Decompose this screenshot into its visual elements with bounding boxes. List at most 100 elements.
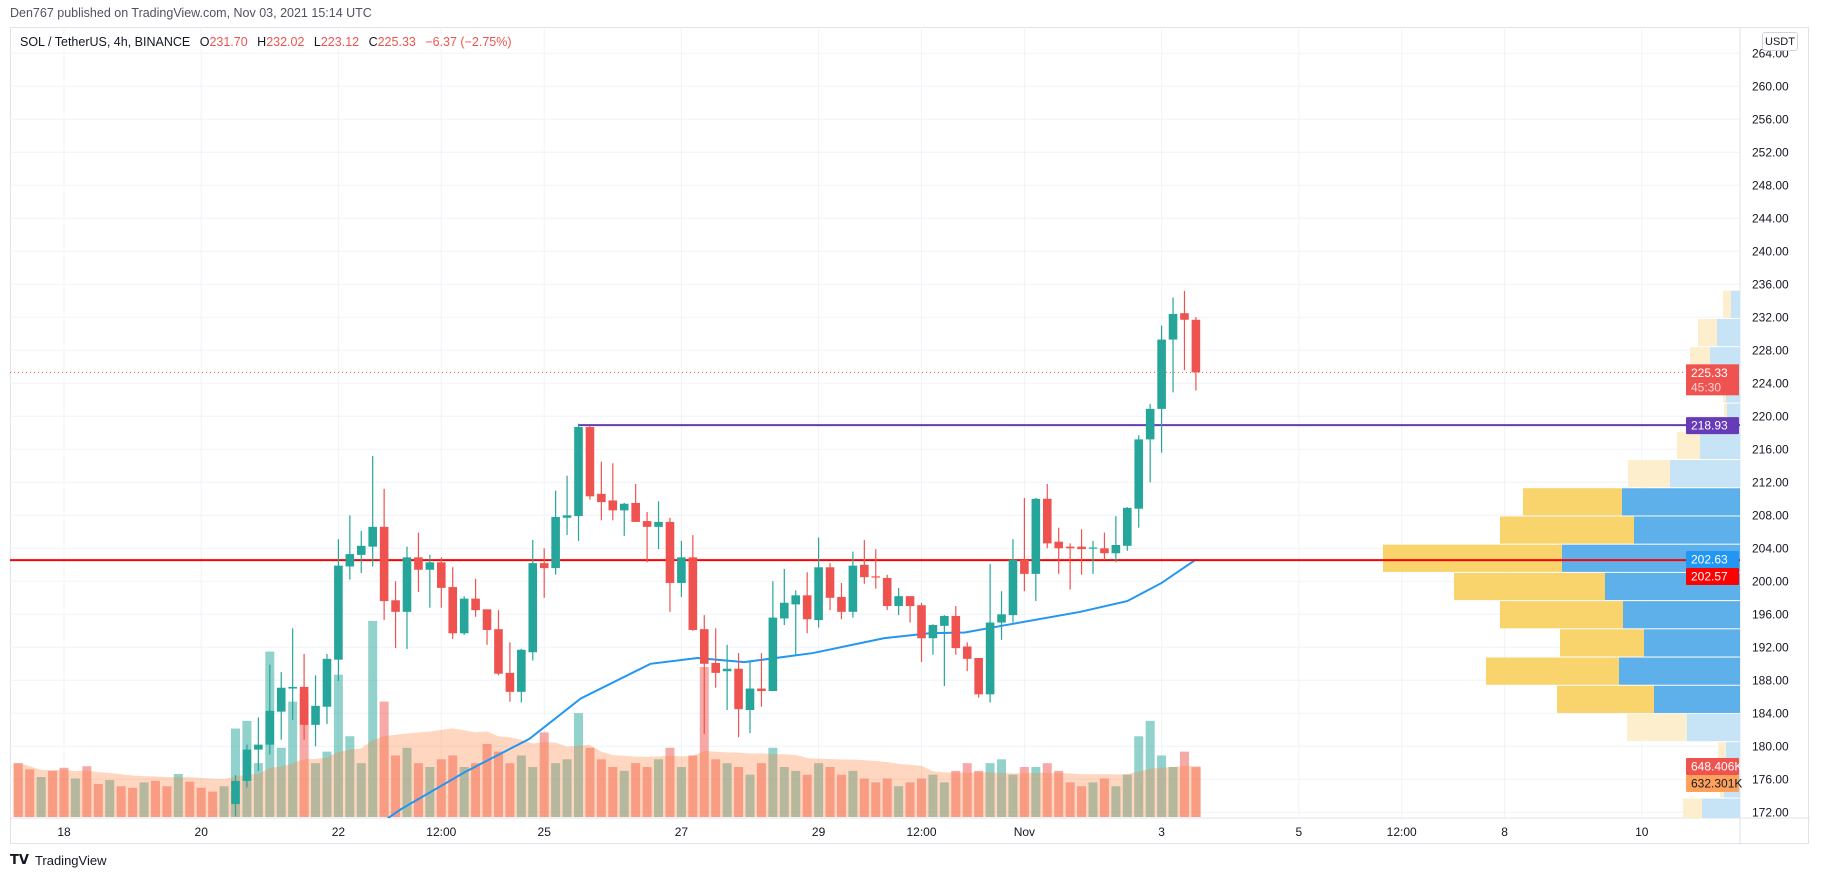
candle <box>734 653 743 738</box>
candle-body <box>265 710 275 745</box>
price-tick-label: 244.00 <box>1752 211 1789 225</box>
volume-bar <box>711 759 721 817</box>
volume-badge-bg <box>1686 758 1739 775</box>
volume-bar <box>734 767 744 817</box>
profile-down-bar <box>1683 798 1702 818</box>
close-value: 225.33 <box>377 35 416 49</box>
grid <box>10 27 1740 818</box>
candle-body <box>288 686 297 689</box>
candle-body <box>368 526 377 547</box>
candle-body <box>985 622 995 695</box>
candle-body <box>1042 498 1052 544</box>
candle <box>711 628 720 688</box>
volume-bar <box>276 747 286 817</box>
candle-body <box>745 688 755 710</box>
volume-bar <box>333 674 343 817</box>
candle-body <box>402 557 412 612</box>
profile-up-bar <box>1644 629 1740 657</box>
high-label: H <box>257 35 267 49</box>
candle <box>368 455 377 567</box>
candle-body <box>1077 546 1086 550</box>
volume-bar <box>1145 720 1155 817</box>
volume-bar <box>516 755 526 817</box>
volume-bar <box>1111 786 1121 817</box>
volume-bar <box>608 767 618 817</box>
candle <box>905 596 915 623</box>
volume-bar <box>642 767 652 817</box>
candle <box>791 590 801 655</box>
candle-body <box>551 516 560 569</box>
candle <box>1111 516 1121 563</box>
candle-body <box>494 629 503 674</box>
candle-body <box>940 615 949 626</box>
profile-down-bar <box>1500 601 1623 629</box>
profile-up-bar <box>1700 431 1740 460</box>
price-tick-label: 188.00 <box>1752 673 1789 687</box>
resistance-badge-bg <box>1686 417 1739 435</box>
low-label: L <box>313 35 321 49</box>
volume-bar <box>208 791 218 817</box>
candle-body <box>334 565 343 660</box>
volume-bar <box>1122 774 1132 817</box>
volume-ma-badge-bg <box>1686 775 1739 792</box>
candle-body <box>517 649 526 692</box>
volume-bar <box>688 755 698 817</box>
candle <box>1065 543 1075 590</box>
candle <box>1020 497 1029 592</box>
candle-body <box>871 576 881 578</box>
tradingview-logo[interactable]: TV TradingView <box>10 853 106 868</box>
volume-bar <box>471 763 481 817</box>
volume-bar <box>985 763 995 817</box>
profile-down-bar <box>1523 488 1622 516</box>
candle <box>345 515 355 580</box>
candle <box>1031 497 1041 602</box>
volume-bar <box>1099 778 1109 817</box>
candle <box>642 512 652 563</box>
candle-body <box>928 625 938 639</box>
candle <box>288 628 297 720</box>
candle <box>505 642 515 702</box>
volume-badge: 648.406K <box>1686 758 1742 775</box>
chart-frame <box>10 27 1809 844</box>
candle <box>848 551 858 618</box>
symbol-info[interactable]: SOL / TetherUS, 4h, BINANCE <box>20 35 191 49</box>
profile-up-bar <box>1670 460 1740 488</box>
price-tick-label: 220.00 <box>1752 409 1789 423</box>
volume-bar <box>814 763 824 817</box>
candle-body <box>1168 314 1178 340</box>
change-value: −6.37 (−2.75%) <box>425 35 512 49</box>
candle <box>414 532 423 593</box>
candle-body <box>1054 541 1063 549</box>
candle-body <box>437 562 446 588</box>
volume-bar <box>951 770 961 817</box>
countdown-text: 45:30 <box>1691 380 1721 394</box>
volume-bar <box>1019 767 1029 817</box>
candle <box>482 609 492 645</box>
time-tick-label: 3 <box>1158 825 1165 839</box>
volume-bar <box>1157 755 1167 817</box>
time-tick-label: 18 <box>57 825 71 839</box>
volume-bar <box>1179 751 1189 817</box>
candle <box>837 582 846 620</box>
candle-body <box>974 658 983 695</box>
currency-button[interactable]: USDT <box>1762 32 1798 51</box>
candle-body <box>276 687 286 712</box>
candle <box>608 463 618 521</box>
candle <box>517 648 526 703</box>
ema-badge: 202.63 <box>1686 551 1739 568</box>
candle <box>631 483 640 522</box>
candle <box>825 563 835 611</box>
candle-body <box>585 427 595 497</box>
volume-bar <box>551 763 561 817</box>
candle-body <box>791 595 801 605</box>
candle <box>665 517 675 612</box>
candle <box>276 672 286 740</box>
time-tick-label: Nov <box>1014 825 1035 839</box>
candle-body <box>608 500 618 511</box>
time-tick-label: 20 <box>195 825 209 839</box>
candle-body <box>802 595 812 620</box>
price-tick-label: 204.00 <box>1752 541 1789 555</box>
horizontal-lines <box>10 371 1740 562</box>
volume-bar <box>105 780 115 817</box>
